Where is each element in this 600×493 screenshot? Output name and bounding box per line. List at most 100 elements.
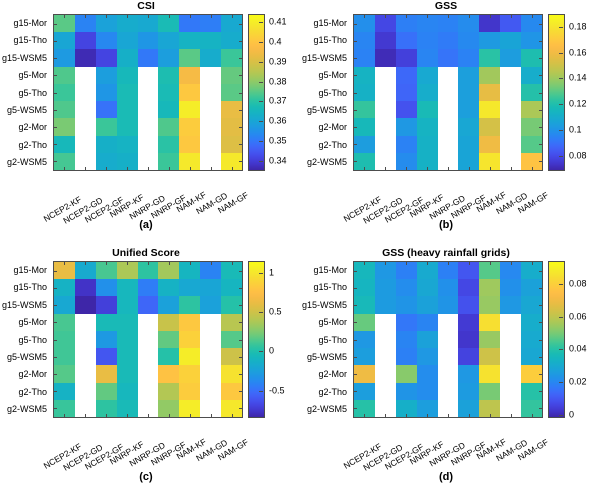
heatmap-cell: [354, 152, 375, 170]
heatmap-cell: [74, 313, 96, 331]
x-axis-tick: [64, 262, 66, 265]
heatmap-cell: [479, 348, 501, 366]
x-axis-tick: [364, 262, 366, 265]
heatmap-cell: [137, 83, 159, 102]
x-axis-tick: [127, 262, 129, 265]
heatmap-cell: [416, 135, 438, 153]
panel-b-plot-area: [353, 14, 543, 171]
colorbar-tick-label: 0.4: [269, 36, 282, 47]
heatmap-cell: [521, 262, 542, 280]
heatmap-cell: [221, 118, 242, 136]
colorbar-tick-mark: [259, 21, 263, 23]
x-axis-tick: [364, 15, 366, 18]
colorbar-tick-mark: [559, 78, 563, 80]
heatmap-cell: [479, 152, 501, 170]
heatmap-cell: [395, 49, 417, 67]
y-axis-label: g15-WSM5: [301, 52, 347, 63]
heatmap-cell: [116, 399, 138, 417]
heatmap-cell: [74, 330, 96, 349]
y-axis-tick: [239, 161, 242, 163]
y-axis-tick: [54, 75, 57, 77]
x-axis-tick: [189, 167, 191, 170]
heatmap-cell: [500, 382, 522, 400]
y-axis-tick: [539, 322, 542, 324]
x-axis-tick: [448, 167, 449, 170]
panel-c-colorbar-ticks: -0.5 0 0.5 1: [248, 261, 300, 418]
heatmap-cell: [137, 382, 159, 400]
panel-b-x-axis-labels: NCEP2-KF NCEP2-GD NCEP2-GF NNRP-KF NNRP-GD NN…: [341, 172, 550, 225]
colorbar-tick-mark: [559, 26, 563, 28]
heatmap-cell: [179, 66, 201, 84]
colorbar-tick-label: 0.16: [569, 47, 587, 58]
heatmap-cell: [500, 348, 522, 366]
heatmap-cell: [54, 348, 75, 366]
x-axis-tick: [448, 414, 449, 417]
x-axis-tick: [510, 262, 512, 265]
heatmap-cell: [521, 152, 542, 170]
panel-d: GSS (heavy rainfall grids) g15-Mor g15-Th…: [300, 247, 600, 493]
colorbar-tick-label: 0.34: [269, 155, 287, 166]
heatmap-cell: [458, 382, 480, 400]
y-axis-label: g5-Mor: [318, 70, 347, 81]
heatmap-cell: [74, 399, 96, 417]
y-axis-tick: [354, 305, 357, 307]
x-axis-tick: [385, 167, 387, 170]
y-axis-label: g15-Tho: [13, 282, 47, 293]
y-axis-tick: [539, 339, 542, 341]
x-axis-tick: [231, 414, 233, 417]
heatmap-cell: [158, 15, 180, 33]
heatmap-cell: [200, 49, 222, 67]
y-axis-tick: [239, 339, 242, 341]
x-axis-tick: [127, 167, 129, 170]
panel-c-heatmap-grid: [54, 262, 242, 417]
x-axis-tick: [510, 414, 512, 417]
heatmap-cell: [479, 32, 501, 50]
heatmap-cell: [354, 262, 375, 280]
colorbar-tick-mark: [259, 141, 263, 143]
heatmap-cell: [479, 135, 501, 153]
heatmap-cell: [479, 399, 501, 417]
x-axis-tick: [148, 167, 149, 170]
heatmap-cell: [458, 32, 480, 50]
heatmap-cell: [221, 32, 242, 50]
heatmap-cell: [458, 279, 480, 297]
panel-a-letter: (a): [139, 219, 153, 231]
y-axis-tick: [539, 109, 542, 111]
heatmap-cell: [374, 15, 396, 33]
colorbar-tick-mark: [259, 351, 263, 353]
panel-a-plot-area: [53, 14, 243, 171]
y-axis-tick: [539, 270, 542, 272]
x-axis-tick: [64, 167, 66, 170]
heatmap-cell: [221, 399, 242, 417]
y-axis-tick: [239, 144, 242, 146]
heatmap-cell: [54, 313, 75, 331]
heatmap-cell: [500, 399, 522, 417]
heatmap-cell: [354, 49, 375, 67]
colorbar-tick-mark: [559, 283, 563, 285]
heatmap-cell: [54, 262, 75, 280]
heatmap-cell: [95, 399, 117, 417]
heatmap-cell: [458, 399, 480, 417]
heatmap-cell: [479, 49, 501, 67]
heatmap-cell: [416, 152, 438, 170]
heatmap-cell: [116, 83, 138, 102]
heatmap-cell: [179, 101, 201, 119]
y-axis-label: g15-Mor: [13, 264, 47, 275]
y-axis-tick: [239, 287, 242, 289]
y-axis-label: g5-WSM5: [306, 104, 347, 115]
panel-a-title: CSI: [137, 0, 155, 12]
y-axis-label: g2-Mor: [18, 369, 47, 380]
y-axis-label: g2-Tho: [18, 386, 47, 397]
heatmap-cell: [116, 152, 138, 170]
x-axis-tick: [448, 15, 449, 18]
x-axis-tick: [427, 167, 429, 170]
heatmap-cell: [158, 152, 180, 170]
heatmap-cell: [137, 66, 159, 84]
heatmap-cell: [458, 313, 480, 331]
panel-a-heatmap-grid: [54, 15, 242, 170]
heatmap-cell: [158, 262, 180, 280]
heatmap-cell: [354, 135, 375, 153]
heatmap-cell: [158, 382, 180, 400]
y-axis-tick: [239, 356, 242, 358]
y-axis-tick: [54, 287, 57, 289]
